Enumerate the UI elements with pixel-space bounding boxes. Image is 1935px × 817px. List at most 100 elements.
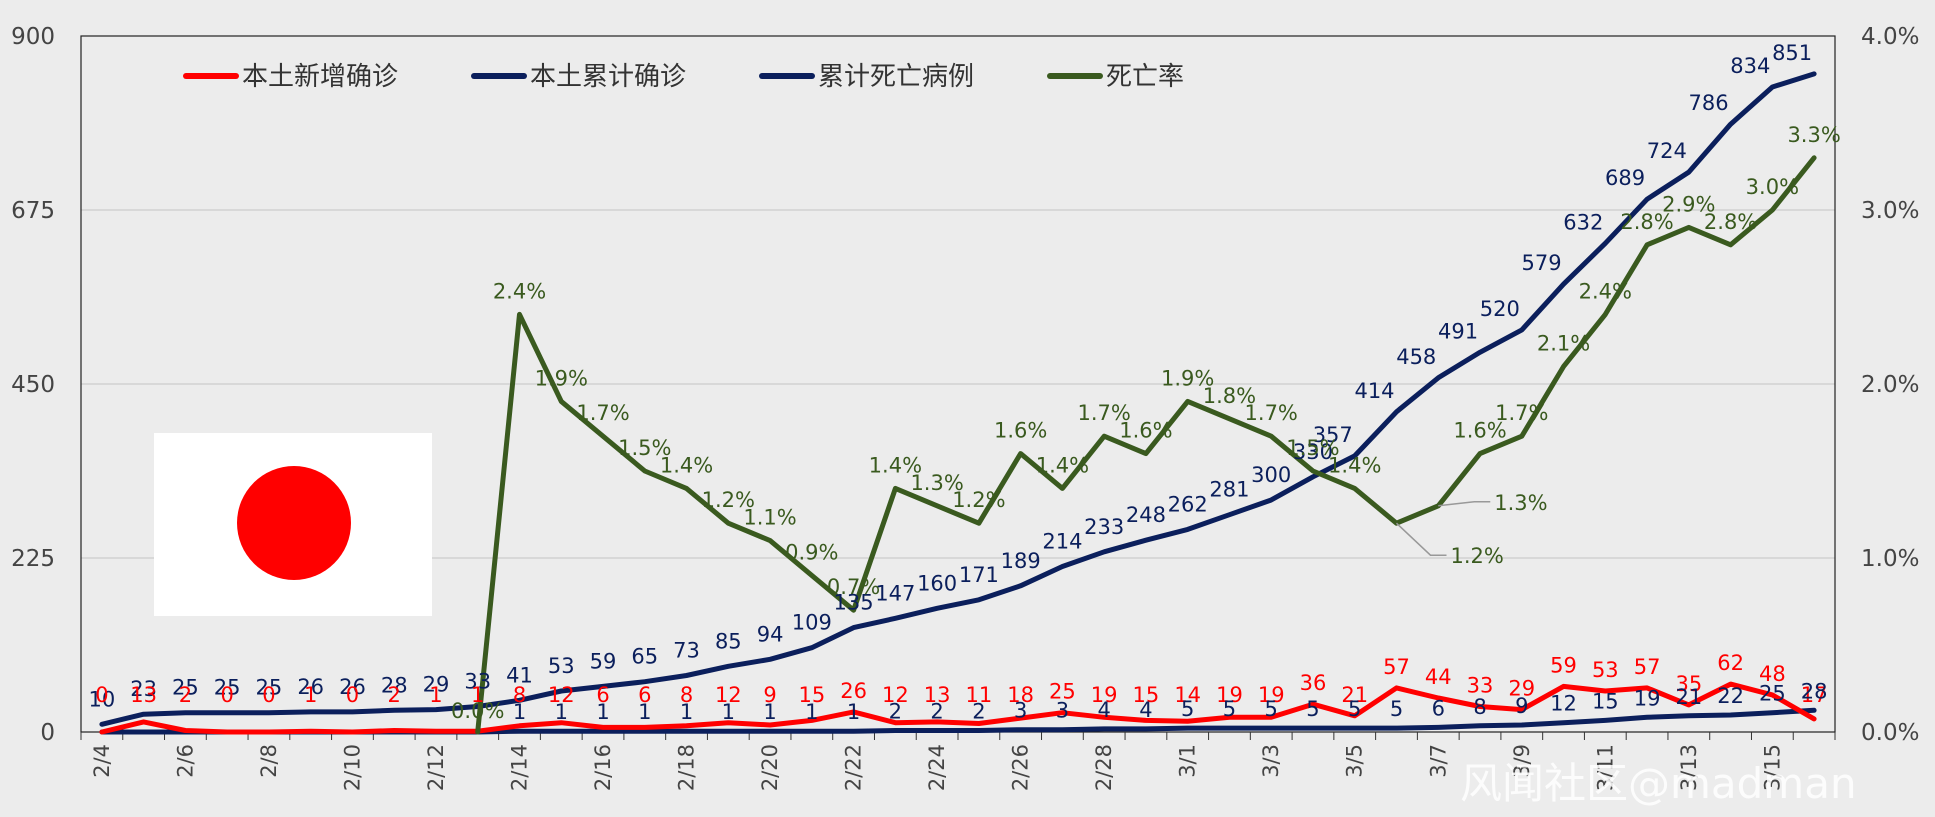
death-rate-label: 1.8% (1203, 384, 1256, 408)
death-rate-label: 1.7% (576, 401, 629, 425)
death-rate-label: 3.3% (1787, 123, 1840, 147)
death-rate-label: 2.8% (1704, 210, 1757, 234)
death-rate-label: 1.9% (1161, 366, 1214, 390)
new-cases-label: 13 (924, 683, 951, 707)
series-lines (99, 71, 1817, 735)
x-tick-label: 2/16 (591, 744, 615, 791)
death-rate-label: 0.9% (785, 540, 838, 564)
cumulative-cases-label: 147 (875, 581, 915, 605)
x-tick-label: 2/18 (675, 744, 699, 791)
cumulative-deaths-label: 1 (722, 700, 735, 724)
cumulative-deaths-label: 3 (1014, 699, 1027, 723)
cumulative-deaths-label: 1 (680, 700, 693, 724)
cumulative-deaths-label: 2 (889, 699, 902, 723)
death-rate-label: 1.4% (869, 453, 922, 477)
series-line-new-cases (99, 681, 1817, 735)
watermark: 风闻社区@madman (1460, 759, 1857, 808)
left-axis: 0 225 450 675 900 (11, 24, 55, 746)
new-cases-label: 6 (596, 683, 609, 707)
death-rate-label: 1.1% (743, 506, 796, 530)
new-cases-label: 0 (346, 683, 359, 707)
cumulative-cases-label: 10 (89, 687, 116, 711)
cumulative-cases-label: 73 (673, 639, 700, 663)
new-cases-label: 18 (1007, 683, 1034, 707)
x-tick-label: 3/3 (1259, 744, 1283, 778)
new-cases-label: 6 (638, 683, 651, 707)
new-cases-label: 14 (1174, 683, 1201, 707)
cumulative-deaths-label: 22 (1717, 684, 1744, 708)
japan-flag (154, 433, 432, 616)
new-cases-label: 29 (1508, 677, 1535, 701)
x-tick-label: 3/1 (1176, 744, 1200, 778)
x-tick-label: 2/14 (508, 744, 532, 791)
cumulative-cases-label: 53 (548, 654, 575, 678)
cumulative-cases-label: 29 (423, 673, 450, 697)
cumulative-cases-label: 25 (256, 676, 283, 700)
cumulative-cases-label: 458 (1396, 345, 1436, 369)
x-tick-label: 3/15 (1760, 744, 1784, 791)
death-rate-label: 0.0% (451, 699, 504, 723)
new-cases-label: 57 (1383, 655, 1410, 679)
cumulative-cases-label: 233 (1084, 515, 1124, 539)
x-tick-label: 2/26 (1009, 744, 1033, 791)
cumulative-deaths-label: 8 (1473, 695, 1486, 719)
new-cases-label: 13 (130, 683, 157, 707)
cumulative-deaths-label: 1 (847, 700, 860, 724)
left-tick-label: 675 (11, 198, 55, 224)
death-rate-label: 2.4% (493, 279, 546, 303)
right-tick-label: 2.0% (1861, 372, 1919, 398)
new-cases-label: 0 (95, 683, 108, 707)
x-tick-label: 2/24 (925, 744, 949, 791)
new-cases-label: 15 (1133, 683, 1160, 707)
left-tick-label: 450 (11, 372, 55, 398)
new-cases-label: 48 (1759, 662, 1786, 686)
death-rate-label: 1.7% (1495, 401, 1548, 425)
cumulative-cases-label: 689 (1605, 166, 1645, 190)
cumulative-cases-label: 85 (715, 629, 742, 653)
death-rate-label: 1.9% (535, 366, 588, 390)
cumulative-deaths-label: 5 (1306, 697, 1319, 721)
cumulative-deaths-label: 12 (1550, 692, 1577, 716)
cumulative-deaths-label: 1 (763, 700, 776, 724)
x-tick-label: 2/10 (340, 744, 364, 791)
cumulative-cases-label: 786 (1689, 91, 1729, 115)
new-cases-label: 33 (1467, 673, 1494, 697)
leader-line (1395, 522, 1447, 556)
series-line-death-rate (475, 155, 1817, 735)
cumulative-deaths-label: 1 (555, 700, 568, 724)
series-line-cumulative-cases (99, 71, 1817, 727)
new-cases-label: 17 (1801, 683, 1828, 707)
new-cases-label: 8 (513, 683, 526, 707)
cumulative-deaths-label: 1 (513, 700, 526, 724)
new-cases-label: 12 (882, 683, 909, 707)
flag-red-disc (237, 466, 351, 580)
new-cases-label: 1 (429, 683, 442, 707)
death-rate-label: 2.8% (1620, 210, 1673, 234)
cumulative-cases-label: 300 (1251, 463, 1291, 487)
new-cases-label: 12 (715, 683, 742, 707)
x-tick-label: 2/22 (842, 744, 866, 791)
death-rate-label: 1.3% (1494, 491, 1547, 515)
death-rate-label: 1.4% (1036, 453, 1089, 477)
cumulative-deaths-label: 28 (1801, 679, 1828, 703)
cumulative-deaths-label: 1 (805, 700, 818, 724)
cumulative-cases-label: 330 (1293, 440, 1333, 464)
cumulative-deaths-label: 5 (1181, 697, 1194, 721)
new-cases-label: 15 (798, 683, 825, 707)
right-axis: 0.0% 1.0% 2.0% 3.0% 4.0% (1861, 24, 1919, 746)
death-rate-label: 1.4% (1328, 453, 1381, 477)
cumulative-deaths-label: 5 (1348, 697, 1361, 721)
new-cases-label: 59 (1550, 653, 1577, 677)
legend: 本土新增确诊 本土累计确诊 累计死亡病例 死亡率 (183, 62, 1184, 92)
cumulative-cases-label: 135 (834, 591, 874, 615)
cumulative-cases-label: 834 (1730, 54, 1770, 78)
new-cases-label: 36 (1300, 671, 1327, 695)
x-tick-label: 2/6 (173, 744, 197, 778)
cumulative-cases-label: 724 (1647, 139, 1687, 163)
cumulative-deaths-label: 19 (1634, 686, 1661, 710)
right-tick-label: 0.0% (1861, 720, 1919, 746)
x-tick-label: 2/12 (424, 744, 448, 791)
death-rate-label: 3.0% (1746, 175, 1799, 199)
x-tick-label: 3/9 (1510, 744, 1534, 778)
